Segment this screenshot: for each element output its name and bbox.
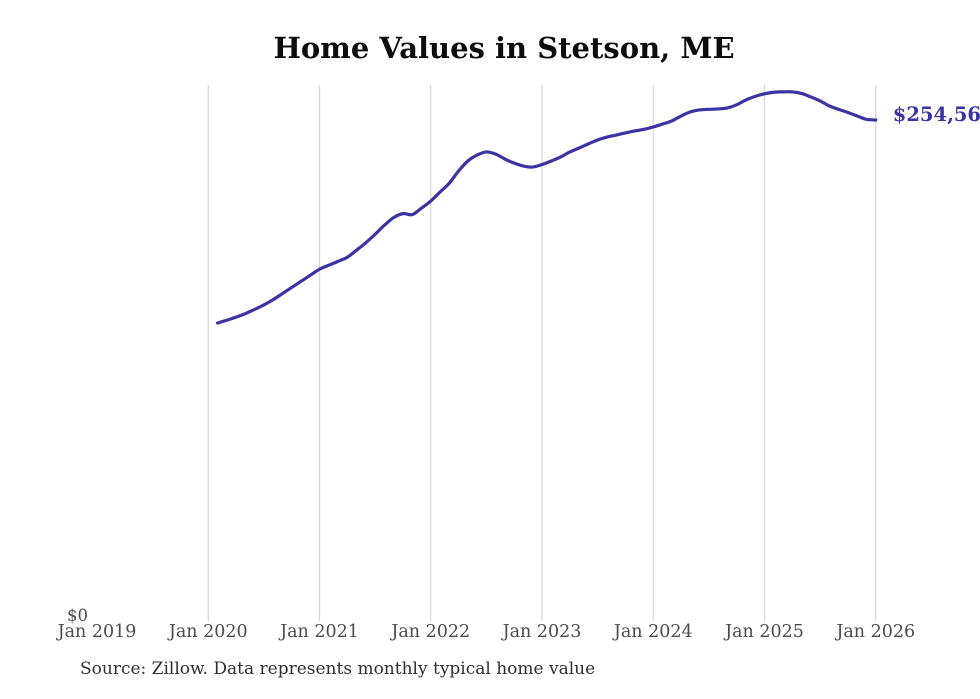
x-axis-tick-label: Jan 2022 [389, 622, 470, 642]
x-axis-tick-label: Jan 2025 [723, 622, 804, 642]
year-gridlines [207, 85, 877, 621]
y-axis-zero-label: $0 [67, 606, 88, 625]
chart-title: Home Values in Stetson, ME [273, 31, 734, 65]
x-axis-tick-label: Jan 2021 [278, 622, 359, 642]
x-axis-tick-label: Jan 2026 [834, 622, 915, 642]
x-axis-tick-label: Jan 2019 [56, 622, 137, 642]
x-axis-tick-label: Jan 2024 [612, 622, 693, 642]
latest-value-label: $254,567 [893, 103, 980, 126]
x-axis-tick-label: Jan 2023 [501, 622, 582, 642]
home-value-line [215, 90, 878, 325]
source-note: Source: Zillow. Data represents monthly … [80, 659, 595, 679]
x-axis-tick-labels: Jan 2019 Jan 2020 Jan 2021 Jan 2022 Jan 2023… [56, 622, 916, 642]
x-axis-tick-label: Jan 2020 [167, 622, 248, 642]
